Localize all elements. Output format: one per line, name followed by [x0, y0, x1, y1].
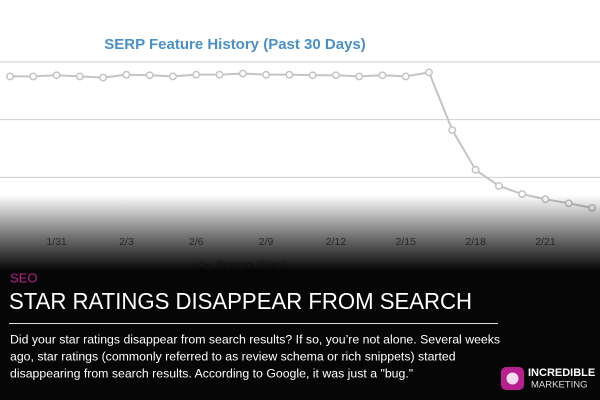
data-point [425, 68, 433, 77]
logo-text: INCREDIBLE [528, 367, 595, 379]
data-point [494, 182, 503, 190]
category-label: SEO [10, 270, 37, 285]
data-point [378, 71, 387, 80]
chart-title: SERP Feature History (Past 30 Days) [104, 36, 366, 53]
data-point [145, 71, 154, 80]
dark-panel [0, 269, 600, 400]
data-point [355, 72, 364, 81]
data-point [401, 72, 410, 81]
data-point [52, 71, 61, 80]
data-point [215, 70, 224, 79]
logo-icon-mark [506, 372, 519, 385]
logo: INCREDIBLE MARKETING [501, 367, 595, 391]
headline: STAR RATINGS DISAPPEAR FROM SEARCH [9, 288, 472, 314]
data-point [75, 72, 84, 81]
data-point [308, 71, 317, 80]
data-point [169, 72, 177, 81]
data-point [238, 69, 247, 78]
data-point [331, 71, 340, 80]
fade-overlay [0, 195, 600, 270]
data-point [285, 70, 294, 79]
data-point [471, 165, 480, 174]
data-point [6, 72, 14, 81]
data-point [29, 72, 38, 81]
data-point [99, 73, 108, 82]
data-point [262, 70, 271, 79]
data-point [448, 126, 457, 134]
data-point [122, 70, 131, 79]
logo-text: MARKETING [531, 380, 587, 391]
data-point [192, 70, 201, 79]
body-line: disappearing from search results. Accord… [10, 366, 413, 380]
body-line: Did your star ratings disappear from sea… [10, 332, 500, 346]
body-line: ago, star ratings (commonly referred to … [10, 349, 456, 363]
